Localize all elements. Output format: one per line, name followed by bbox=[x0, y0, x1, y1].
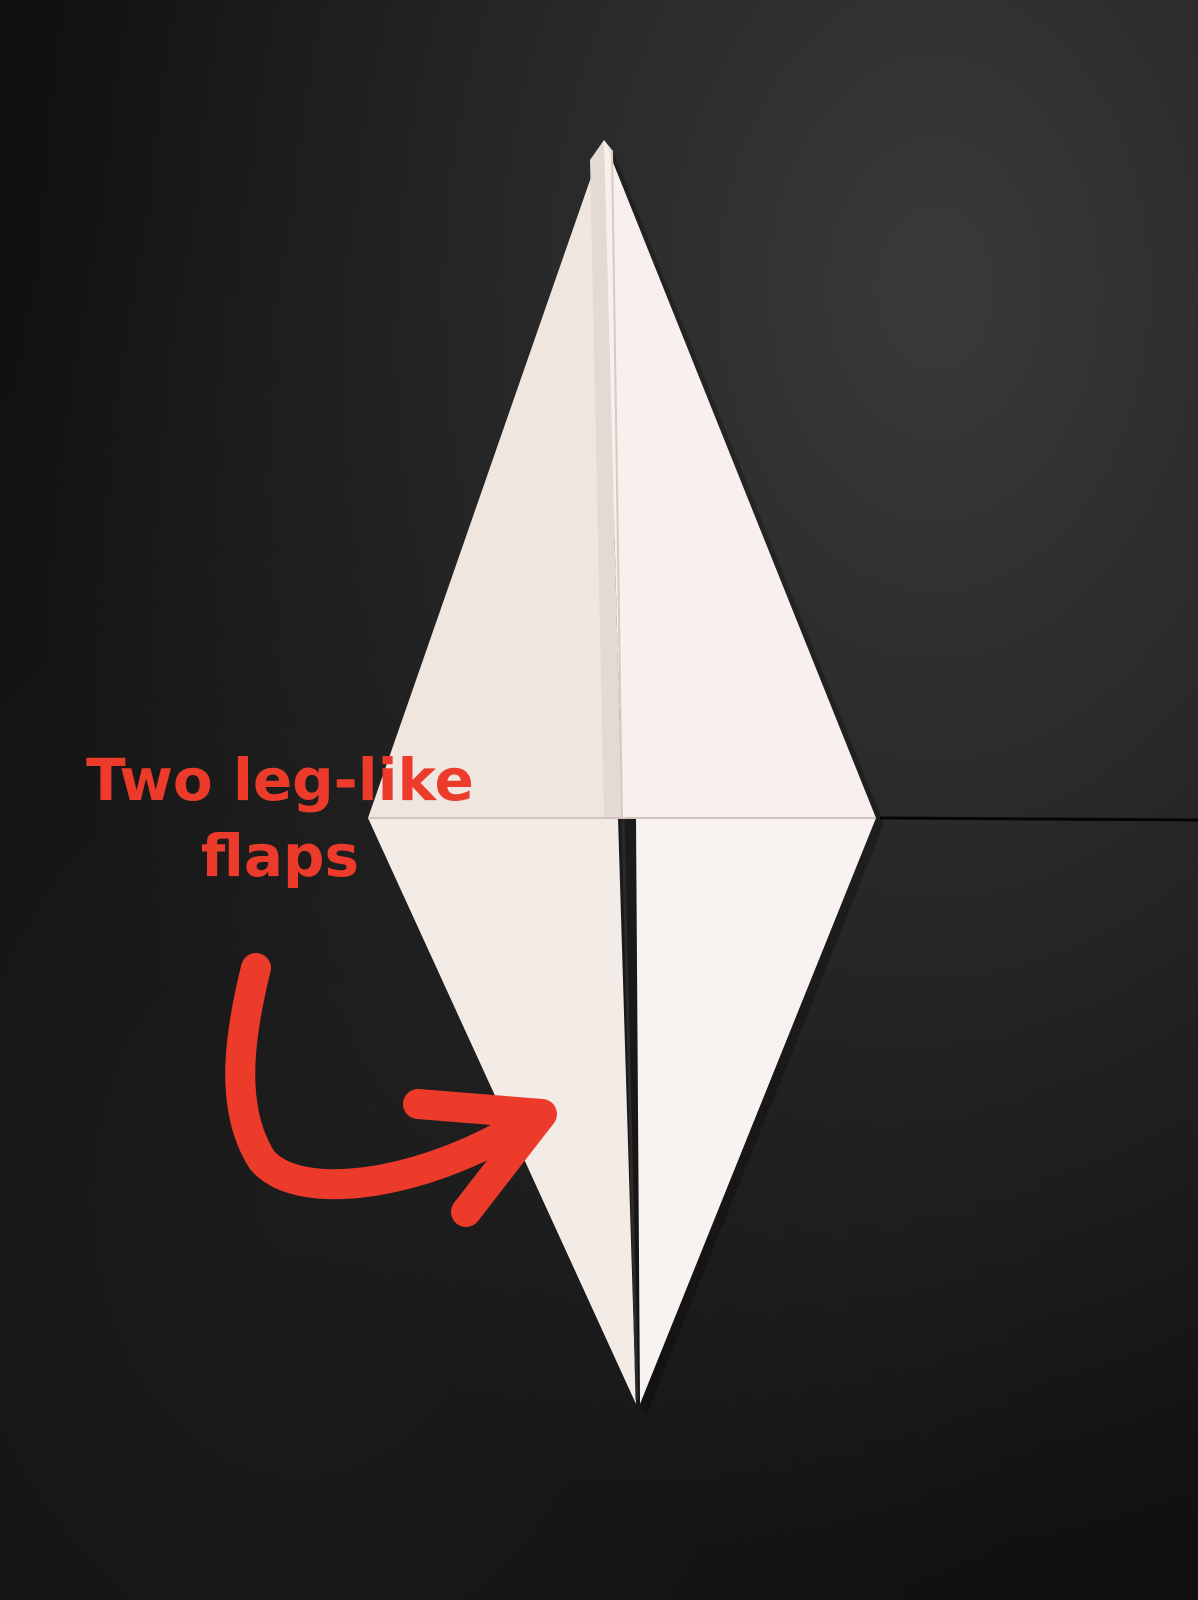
annotation-line-2: flaps bbox=[200, 822, 360, 890]
paper-center-ridge bbox=[590, 140, 622, 818]
table-seam bbox=[879, 816, 1198, 822]
paper-center-slit bbox=[621, 817, 639, 1401]
annotation-line-1: Two leg-like bbox=[86, 746, 474, 814]
annotation-label: Two leg-like flaps bbox=[40, 742, 520, 894]
paper-upper-left-face bbox=[368, 140, 616, 818]
paper-lower-right-flap bbox=[636, 818, 876, 1404]
paper-upper-right-face bbox=[604, 140, 876, 818]
paper-upper-fold-crease bbox=[611, 149, 623, 819]
paper-lower-left-flap bbox=[368, 818, 636, 1404]
